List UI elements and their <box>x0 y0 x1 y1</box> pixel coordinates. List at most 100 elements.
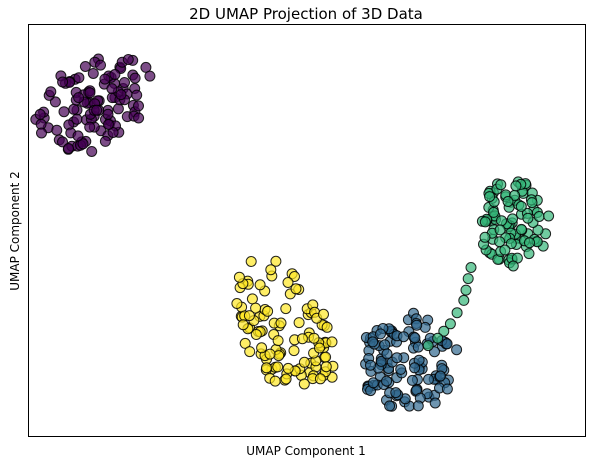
scatter-point <box>275 317 287 329</box>
scatter-point <box>507 213 518 225</box>
scatter-point <box>494 224 506 236</box>
scatter-point <box>432 332 444 344</box>
scatter-point <box>460 284 472 296</box>
scatter-point <box>290 283 302 295</box>
scatter-point <box>239 337 251 349</box>
scatter-point <box>406 374 418 386</box>
scatter-point <box>72 130 84 142</box>
scatter-point <box>261 362 272 374</box>
scatter-point <box>254 279 266 291</box>
scatter-point <box>532 224 544 236</box>
scatter-point <box>381 348 393 360</box>
scatter-point <box>465 262 477 273</box>
scatter-point <box>63 143 74 154</box>
scatter-point <box>522 212 534 224</box>
scatter-point <box>280 373 292 385</box>
scatter-point <box>129 72 141 84</box>
scatter-point <box>381 375 393 387</box>
scatter-point <box>320 351 332 363</box>
scatter-point <box>282 277 294 288</box>
scatter-point <box>526 197 538 209</box>
scatter-point <box>237 319 249 331</box>
scatter-point <box>95 59 106 71</box>
scatter-point <box>73 72 85 84</box>
scatter-point <box>243 310 255 322</box>
scatter-point <box>293 317 305 329</box>
scatter-point <box>51 124 63 136</box>
chart-title: 2D UMAP Projection of 3D Data <box>189 5 423 23</box>
scatter-point <box>375 328 386 340</box>
scatter-point <box>375 355 387 367</box>
scatter-point <box>298 356 310 368</box>
scatter-point <box>245 256 257 267</box>
scatter-points <box>30 53 555 412</box>
scatter-point <box>102 119 114 130</box>
scatter-point <box>109 69 121 80</box>
scatter-point <box>423 373 434 385</box>
scatter-point <box>422 340 434 352</box>
scatter-point <box>391 352 403 364</box>
scatter-point <box>367 336 379 348</box>
scatter-point <box>131 89 143 101</box>
scatter-point <box>256 342 268 354</box>
scatter-point <box>543 210 555 222</box>
scatter-point <box>79 61 91 72</box>
scatter-point <box>87 68 99 79</box>
plot-frame <box>28 24 586 437</box>
scatter-point <box>379 339 391 351</box>
scatter-point <box>326 336 338 348</box>
scatter-point <box>282 362 294 374</box>
scatter-point <box>524 237 535 249</box>
scatter-point <box>441 338 453 350</box>
scatter-point <box>68 103 80 115</box>
scatter-point <box>133 100 144 112</box>
scatter-point <box>507 260 519 272</box>
scatter-point <box>244 346 256 358</box>
scatter-point <box>91 104 103 116</box>
scatter-point <box>272 335 284 347</box>
scatter-point <box>494 236 506 248</box>
scatter-point <box>496 215 507 227</box>
scatter-point <box>384 400 396 412</box>
scatter-point <box>411 319 423 331</box>
scatter-point <box>308 332 320 344</box>
scatter-point <box>269 375 281 387</box>
scatter-point <box>102 108 114 120</box>
scatter-point <box>499 244 511 256</box>
scatter-point <box>272 361 284 373</box>
scatter-point <box>84 121 96 133</box>
scatter-point <box>409 332 421 344</box>
scatter-point <box>488 206 500 218</box>
scatter-point <box>265 264 277 276</box>
scatter-point <box>122 54 134 65</box>
scatter-point <box>395 363 407 375</box>
scatter-point <box>106 83 118 95</box>
scatter-point <box>451 344 463 356</box>
scatter-point <box>298 378 310 390</box>
scatter-point <box>444 318 456 330</box>
scatter-point <box>45 86 57 98</box>
scatter-point <box>144 70 156 82</box>
scatter-point <box>451 307 463 319</box>
scatter-point <box>479 231 491 243</box>
scatter-point <box>515 223 527 235</box>
scatter-point <box>233 271 245 283</box>
scatter-point <box>246 293 258 305</box>
scatter-point <box>458 294 470 306</box>
scatter-point <box>438 325 450 337</box>
scatter-point <box>365 359 376 371</box>
scatter-point <box>288 345 300 357</box>
scatter-point <box>58 106 70 118</box>
scatter-point <box>441 383 453 395</box>
scatter-point <box>115 89 127 101</box>
scatter-point <box>99 73 111 85</box>
x-axis-label: UMAP Component 1 <box>246 444 366 458</box>
scatter-point <box>495 179 507 191</box>
scatter-point <box>502 196 514 207</box>
scatter-point <box>250 329 262 340</box>
scatter-point <box>270 255 282 267</box>
scatter-point <box>73 92 85 104</box>
scatter-point <box>280 303 292 315</box>
scatter-point <box>314 342 325 354</box>
scatter-point <box>296 333 308 345</box>
